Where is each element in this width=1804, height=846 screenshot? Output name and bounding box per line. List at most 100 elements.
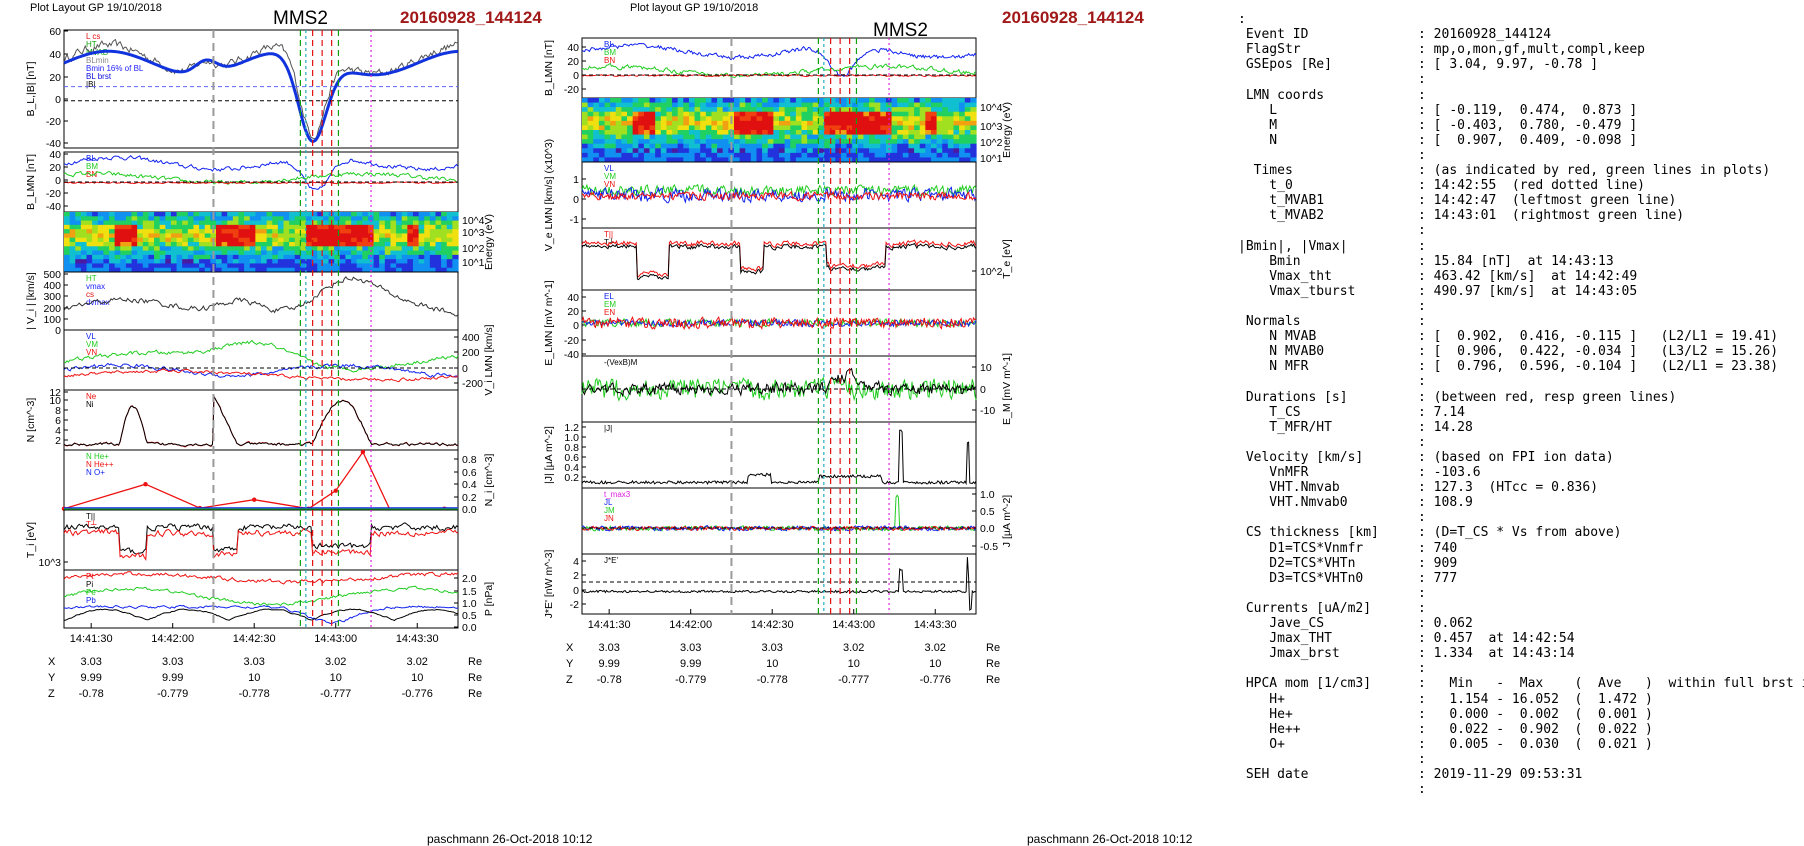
spectrogram-cell	[227, 233, 234, 239]
spectrogram-cell	[930, 116, 938, 122]
spectrogram-cell	[199, 250, 206, 256]
spectrogram-cell	[773, 148, 780, 154]
spectrogram-cell	[429, 254, 437, 260]
spectrogram-cell	[170, 233, 178, 239]
spectrogram-cell	[328, 224, 335, 230]
spectrogram-cell	[80, 267, 88, 273]
spectrogram-cell	[429, 216, 437, 222]
spectrogram-cell	[396, 250, 403, 256]
spectrogram-cell	[148, 216, 155, 222]
spectrogram-cell	[261, 237, 268, 243]
spectrogram-cell	[942, 107, 949, 113]
spectrogram-cell	[936, 111, 943, 117]
spectrogram-cell	[384, 267, 392, 273]
spectrogram-cell	[215, 216, 223, 222]
spectrogram-cell	[874, 157, 881, 163]
spectrogram-cell	[610, 134, 617, 140]
spectrogram-cell	[384, 246, 392, 252]
spectrogram-cell	[638, 120, 645, 127]
legend-entry: t_max3	[604, 490, 631, 499]
spectrogram-cell	[154, 242, 161, 247]
spectrogram-cell	[294, 220, 301, 226]
spectrogram-cell	[908, 120, 915, 127]
param-line: :	[1238, 147, 1426, 163]
spectrogram-cell	[334, 220, 341, 226]
spectrogram-cell	[807, 116, 814, 122]
spectrogram-cell	[767, 116, 774, 122]
spectrogram-cell	[401, 254, 408, 260]
spectrogram-cell	[627, 148, 634, 154]
param-line: SEH date : 2019-11-29 09:53:31	[1238, 767, 1583, 782]
spectrogram-cell	[717, 157, 724, 163]
spectrogram-cell	[655, 98, 662, 104]
spectrogram-cell	[762, 148, 769, 154]
spectrogram-cell	[154, 220, 161, 226]
spectrogram-cell	[660, 143, 668, 149]
spectrogram-cell	[930, 139, 938, 145]
spectrogram-cell	[418, 229, 425, 235]
spectrogram-cell	[745, 111, 752, 117]
spectrogram-cell	[435, 254, 442, 260]
spectrogram-cell	[86, 254, 93, 260]
pos-value: 3.02	[407, 656, 428, 668]
spectrogram-cell	[722, 134, 729, 140]
spectrogram-cell	[396, 224, 403, 230]
spectrogram-cell	[367, 216, 375, 222]
param-line: |Bmin|, |Vmax| :	[1238, 238, 1426, 254]
spectrogram-cell	[885, 130, 893, 136]
spectrogram-cell	[114, 233, 121, 239]
spectrogram-cell	[311, 224, 318, 230]
spectrogram-cell	[627, 157, 634, 163]
spectrogram-cell	[272, 224, 279, 230]
spectrogram-cell	[356, 233, 363, 239]
spectrogram-cell	[925, 139, 932, 145]
spectrogram-cell	[700, 148, 707, 154]
spectrogram-cell	[345, 254, 352, 260]
spectrogram-cell	[322, 216, 330, 222]
spectrogram-cell	[187, 246, 195, 252]
spectrogram-cell	[182, 250, 189, 256]
spectrogram-cell	[739, 120, 746, 127]
spectrogram-cell	[801, 130, 808, 136]
y-tick-label: 500	[43, 269, 61, 281]
spectrogram-cell	[593, 134, 600, 140]
y-axis-label: B_LMN [nT]	[543, 40, 555, 96]
spectrogram-cell	[97, 216, 104, 222]
spectrogram-cell	[154, 233, 161, 239]
spectrogram-cell	[109, 212, 116, 217]
spectrogram-cell	[289, 233, 296, 239]
spectrogram-cell	[261, 242, 268, 247]
spectrogram-cell	[694, 143, 701, 149]
spectrogram-cell	[334, 254, 341, 260]
spectrogram-cell	[120, 237, 127, 243]
spectrogram-cell	[660, 107, 668, 113]
spectrogram-cell	[339, 224, 347, 230]
spectrogram-cell	[666, 130, 673, 136]
spectrogram-cell	[930, 120, 938, 127]
spectrogram-cell	[86, 246, 93, 252]
spectrogram-cell	[261, 254, 268, 260]
spectrogram-cell	[215, 263, 223, 269]
param-line: HPCA mom [1/cm3] : Min - Max ( Ave ) wit…	[1238, 676, 1804, 692]
spectrogram-cell	[953, 130, 960, 136]
spectrogram-cell	[103, 237, 110, 243]
spectrogram-cell	[919, 152, 926, 159]
spectrogram-cell	[125, 229, 133, 235]
spectrogram-cell	[711, 152, 718, 159]
spectrogram-cell	[238, 242, 245, 247]
right-footer: paschmann 26-Oct-2018 10:12	[1027, 832, 1193, 846]
spectrogram-cell	[311, 242, 318, 247]
spectrogram-cell	[362, 216, 369, 222]
spectrogram-cell	[852, 98, 859, 104]
spectrogram-cell	[165, 259, 172, 265]
spectrogram-cell	[914, 157, 921, 163]
spectrogram-cell	[356, 263, 363, 269]
spectrogram-cell	[582, 139, 589, 145]
spectrogram-cell	[885, 157, 893, 163]
spectrogram-cell	[824, 148, 831, 154]
spectrogram-cell	[897, 125, 904, 131]
spectrogram-cell	[86, 263, 93, 269]
spectrogram-cell	[739, 139, 746, 145]
panel-frame	[581, 487, 977, 555]
spectrogram-cell	[621, 143, 628, 149]
